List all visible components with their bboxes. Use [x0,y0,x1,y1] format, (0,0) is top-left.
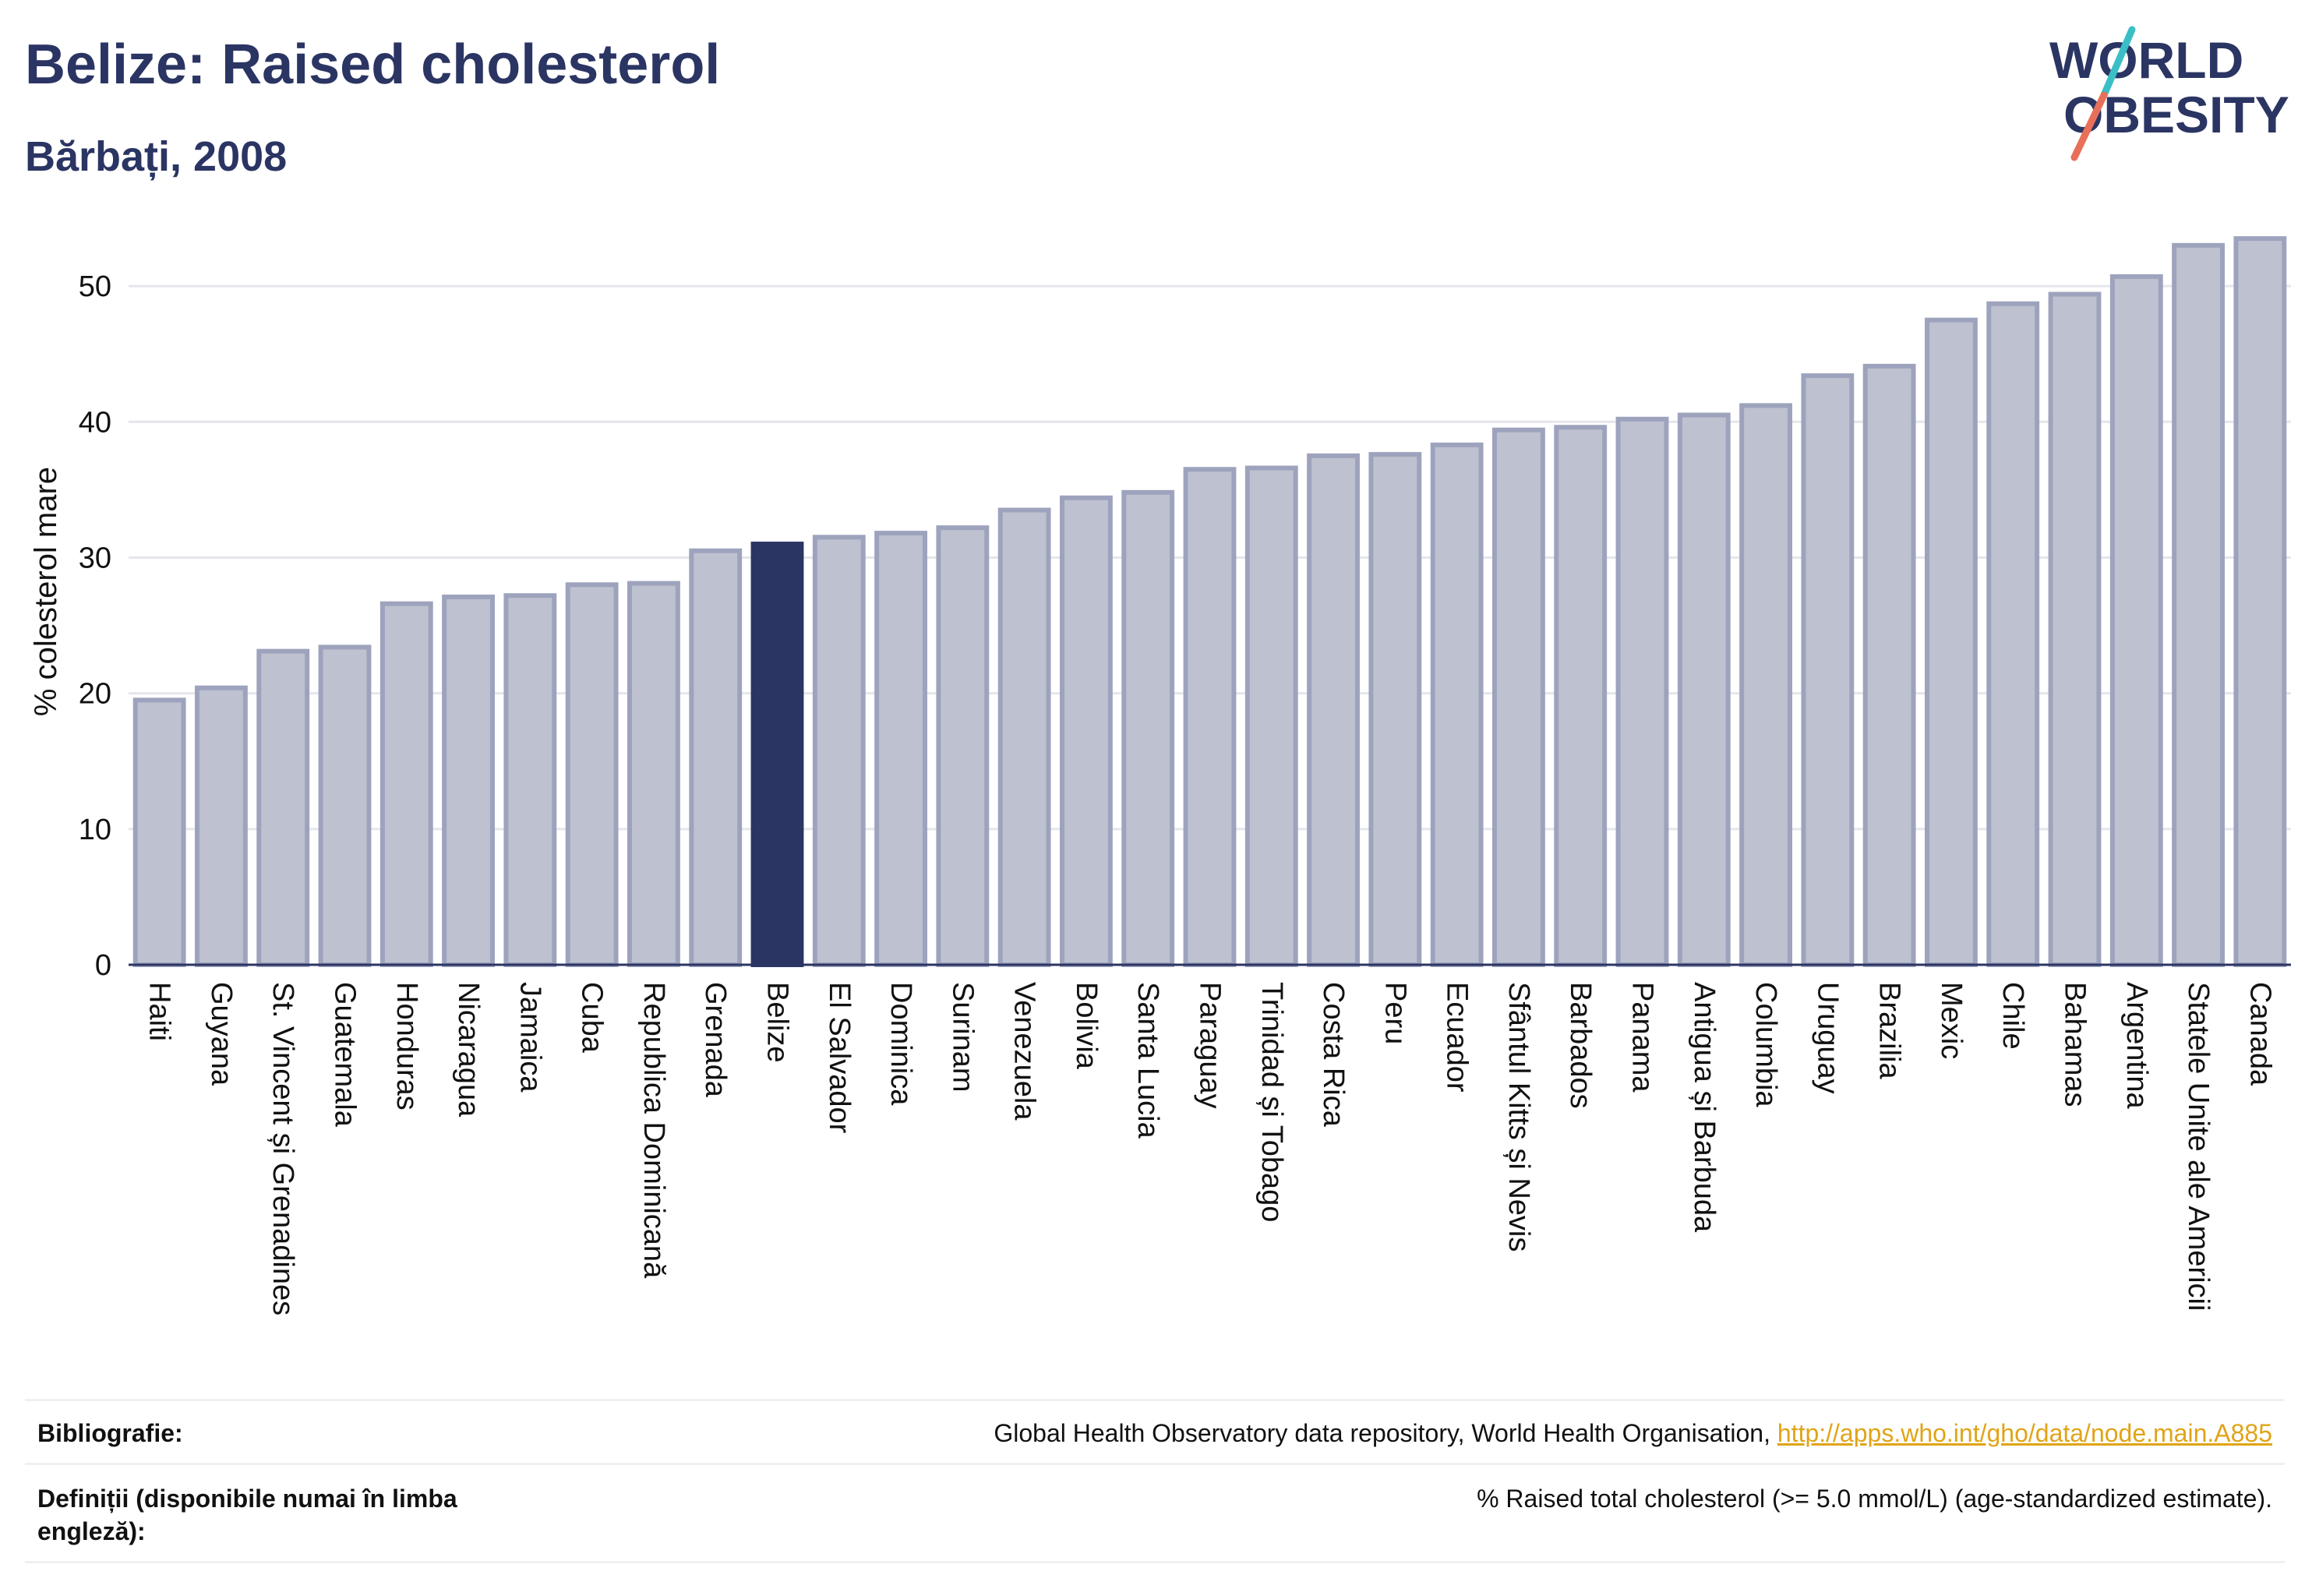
bar [750,542,804,967]
x-tick-label: Bahamas [2059,982,2091,1107]
chart-subtitle: Bărbați, 2008 [25,133,288,180]
x-tick-label: Canada [2243,982,2276,1086]
bar [1430,442,1484,967]
bar [1862,363,1916,968]
bar [256,648,310,967]
x-tick-label: El Salvador [823,982,856,1134]
bar [689,548,743,967]
logo-slash-teal [2100,26,2136,99]
x-tick-label: Paraguay [1194,982,1227,1109]
x-tick-label: Santa Lucia [1131,982,1164,1139]
bar [997,507,1051,967]
x-tick-label: Barbados [1564,982,1597,1109]
bar [565,582,619,967]
bar [2109,274,2163,967]
bar [503,593,557,967]
y-axis-label: % colesterol mare [29,467,63,716]
bibliography-label: Bibliografie: [37,1419,183,1447]
x-tick-label: Venezuela [1008,982,1041,1121]
bar [195,685,248,967]
x-tick-label: Peru [1378,982,1411,1044]
bar [1677,412,1731,967]
footer-bibliography-row: Bibliografie: Global Health Observatory … [25,1399,2285,1465]
x-tick-label: Bolivia [1070,982,1103,1070]
bar [812,535,866,967]
x-tick-label: St. Vincent și Grenadines [267,982,299,1315]
bibliography-value: Global Health Observatory data repositor… [994,1417,2272,1449]
world-obesity-logo[interactable]: WORLD OBESITY [2034,23,2299,164]
y-tick-label: 20 [79,678,111,711]
bar [627,581,680,967]
bar [1739,403,1792,967]
bar [379,601,433,968]
x-tick-label: Belize [761,982,794,1063]
y-tick-label: 30 [79,542,111,574]
x-tick-label: Mexic [1935,982,1968,1059]
bar [874,531,927,967]
bar [442,594,495,967]
x-tick-label: Guyana [205,982,238,1086]
logo-line1: WORLD [2049,31,2243,89]
footer-definitions-row: Definiții (disponibile numai în limba en… [25,1463,2285,1563]
bar [2048,291,2102,967]
x-tick-label: Surinam [946,982,979,1093]
chart-title: Belize: Raised cholesterol [25,34,721,96]
bar [1060,495,1113,967]
bar [1307,453,1360,967]
x-tick-label: Nicaragua [452,982,485,1118]
x-tick-label: Republica Dominicană [637,982,670,1279]
bar [132,697,186,967]
bar [2172,242,2225,967]
x-tick-label: Grenada [699,982,732,1098]
x-tick-label: Argentina [2120,982,2153,1110]
bar [1986,301,2040,967]
x-tick-label: Dominica [884,982,917,1106]
y-tick-label: 40 [79,406,111,439]
footer-divider [25,1561,2285,1563]
x-tick-label: Chile [1996,982,2029,1050]
logo-slash-coral [2070,91,2108,161]
bar [1554,425,1608,967]
bar [936,525,990,967]
y-tick-label: 50 [79,270,111,303]
bar [1121,489,1175,967]
x-tick-label: Brazilia [1873,982,1906,1079]
x-tick-label: Columbia [1749,982,1782,1107]
x-tick-label: Cuba [576,982,609,1054]
x-tick-label: Sfântul Kitts și Nevis [1502,982,1535,1252]
bar-chart: 0 10 20 30 40 50 % colesterol mare Haiti Guyana S… [29,236,2291,1315]
definitions-label: Definiții (disponibile numai în limba en… [37,1485,457,1545]
bibliography-link[interactable]: http://apps.who.int/gho/data/node.main.A… [1777,1419,2272,1447]
x-tick-label: Statele Unite ale Americii [2182,982,2215,1311]
y-tick-label: 10 [79,814,111,846]
x-tick-label: Ecuador [1441,982,1474,1093]
x-tick-label: Panama [1626,982,1659,1093]
x-tick-label: Uruguay [1811,982,1844,1094]
definitions-value: % Raised total cholesterol (>= 5.0 mmol/… [1477,1485,2272,1513]
bar [1615,416,1669,967]
bar [1801,373,1855,967]
x-tick-label: Costa Rica [1317,982,1350,1128]
bar [1244,465,1298,967]
x-tick-label: Trinidad și Tobago [1255,982,1288,1222]
x-tick-label: Haiti [143,982,176,1041]
bar [1925,317,1978,967]
world-obesity-logo-icon: WORLD OBESITY [2049,26,2289,161]
x-tick-label: Honduras [390,982,423,1110]
bibliography-text: Global Health Observatory data repositor… [994,1419,1770,1447]
bar [2233,236,2287,967]
x-tick-label: Jamaica [514,982,546,1093]
y-tick-label: 0 [95,949,111,982]
bar [318,644,372,967]
x-tick-label: Guatemala [329,982,362,1128]
bar [1183,467,1237,967]
bar [1492,427,1545,967]
bar [1368,452,1422,967]
x-tick-label: Antigua și Barbuda [1688,982,1721,1233]
